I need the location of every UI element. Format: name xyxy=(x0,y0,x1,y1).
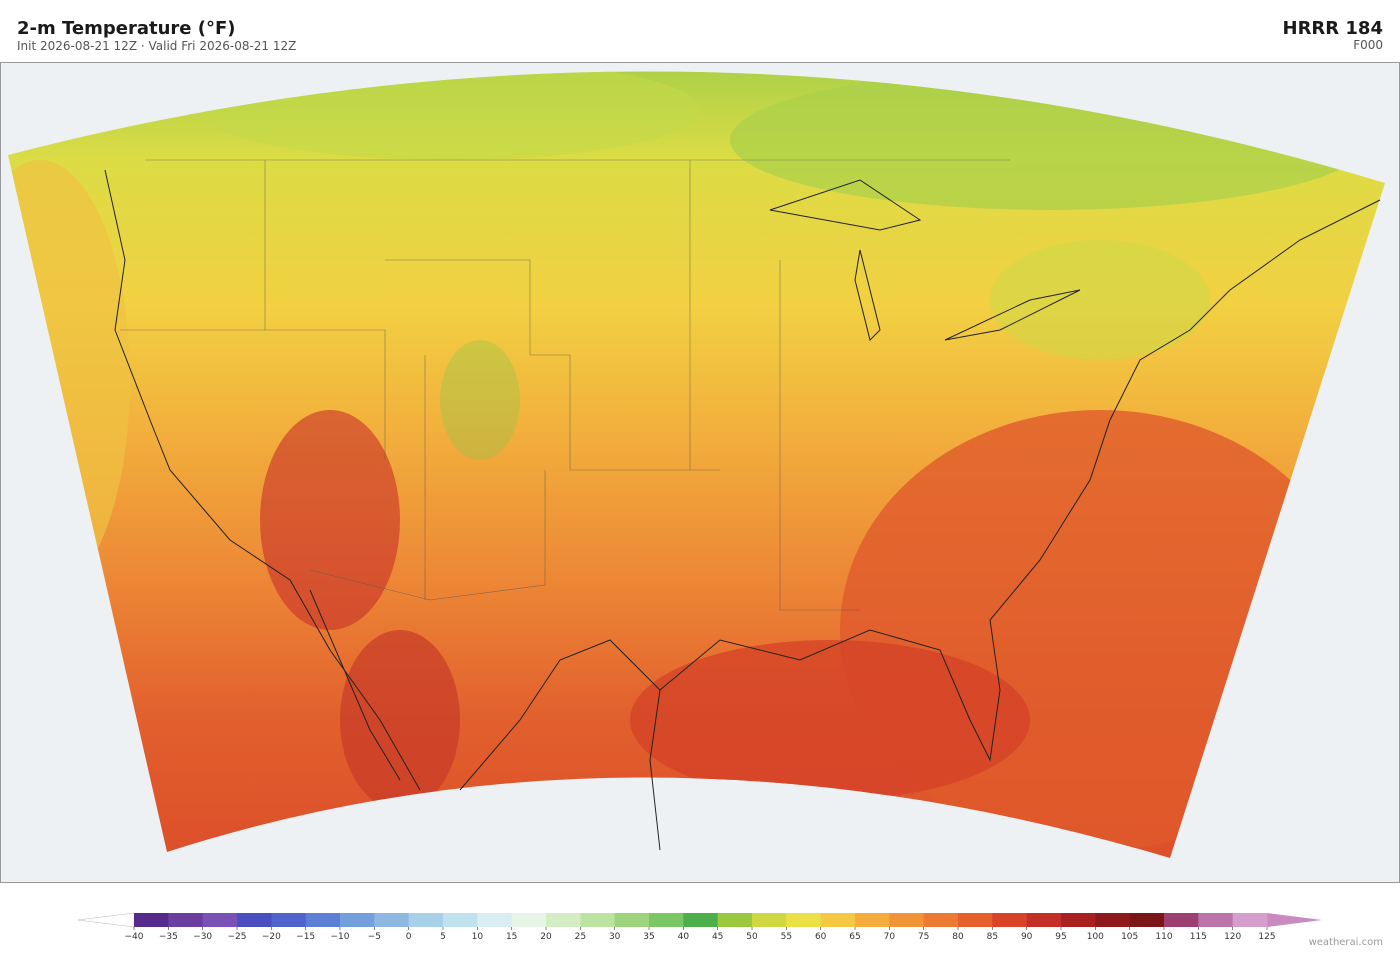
colorbar-bin xyxy=(1129,913,1165,927)
colorbar-tick-label: 125 xyxy=(1258,932,1275,942)
subtitle: Init 2026-08-21 12Z · Valid Fri 2026-08-… xyxy=(17,39,296,53)
colorbar-tick-label: 85 xyxy=(987,932,998,942)
temperature-field xyxy=(8,71,1385,858)
colorbar-bin xyxy=(958,913,993,927)
colorbar-tick-label: 20 xyxy=(540,932,552,942)
colorbar-bin xyxy=(717,913,753,927)
colorbar-tick-label: −5 xyxy=(368,932,381,942)
colorbar-bin xyxy=(786,913,822,927)
colorbar-bin xyxy=(1198,913,1234,927)
colorbar-tick-label: 75 xyxy=(918,932,929,942)
colorbar-tick-label: −20 xyxy=(262,932,281,942)
colorbar-tick-label: 30 xyxy=(609,932,621,942)
colorbar-tick-label: 105 xyxy=(1121,932,1138,942)
colorbar-tick-label: 55 xyxy=(781,932,792,942)
colorbar-bin xyxy=(992,913,1028,927)
colorbar-tick-label: 35 xyxy=(643,932,654,942)
colorbar-tick-label: 80 xyxy=(952,932,964,942)
colorbar-tick-label: −15 xyxy=(296,932,315,942)
colorbar-bin xyxy=(889,913,925,927)
colorbar-bin xyxy=(1026,913,1062,927)
colorbar-tick-label: 25 xyxy=(575,932,586,942)
colorbar-over xyxy=(1267,913,1322,927)
colorbar-bin xyxy=(271,913,307,927)
colorbar-bin xyxy=(614,913,650,927)
colorbar-tick-label: −10 xyxy=(331,932,350,942)
colorbar-bin xyxy=(408,913,444,927)
colorbar-bin xyxy=(340,913,375,927)
colorbar-tick-label: 45 xyxy=(712,932,723,942)
colorbar-bin xyxy=(443,913,478,927)
forecast-hour: F000 xyxy=(1353,38,1383,52)
colorbar-bin xyxy=(855,913,890,927)
colorbar-bin xyxy=(511,913,547,927)
colorbar-bin xyxy=(649,913,684,927)
colorbar-tick-label: 120 xyxy=(1224,932,1241,942)
colorbar-bin xyxy=(1232,913,1268,927)
colorbar-bin xyxy=(546,913,581,927)
colorbar-tick-label: 5 xyxy=(440,932,446,942)
colorbar-tick-label: 60 xyxy=(815,932,827,942)
colorbar-tick-label: 70 xyxy=(884,932,896,942)
colorbar-bin xyxy=(134,913,169,927)
colorbar-tick-label: 40 xyxy=(678,932,690,942)
colorbar-bin xyxy=(305,913,341,927)
colorbar-bin xyxy=(1061,913,1096,927)
colorbar-bin xyxy=(752,913,787,927)
colorbar-tick-label: 0 xyxy=(406,932,412,942)
colorbar-bin xyxy=(923,913,959,927)
colorbar-tick-label: 95 xyxy=(1055,932,1066,942)
colorbar-bin xyxy=(202,913,238,927)
colorbar-bin xyxy=(374,913,410,927)
colorbar-bin xyxy=(168,913,204,927)
colorbar-tick-label: −25 xyxy=(228,932,247,942)
colorbar-tick-label: −35 xyxy=(159,932,178,942)
colorbar-tick-label: 100 xyxy=(1087,932,1104,942)
colorbar-bin xyxy=(580,913,616,927)
colorbar-tick-label: 110 xyxy=(1155,932,1172,942)
colorbar-bin xyxy=(1095,913,1131,927)
colorbar-bin xyxy=(820,913,856,927)
colorbar-tick-label: −30 xyxy=(193,932,212,942)
colorbar-tick-label: 10 xyxy=(472,932,484,942)
colorbar-tick-label: 65 xyxy=(849,932,860,942)
colorbar-tick-label: 50 xyxy=(746,932,758,942)
colorbar-bin xyxy=(477,913,513,927)
colorbar-bin xyxy=(237,913,272,927)
credit: weatherai.com xyxy=(1309,937,1383,948)
borders xyxy=(120,159,1010,611)
colorbar-tick-label: −40 xyxy=(125,932,144,942)
model: HRRR 184 xyxy=(1283,18,1384,39)
colorbar-bin xyxy=(1164,913,1199,927)
colorbar-tick-label: 90 xyxy=(1021,932,1033,942)
title: 2-m Temperature (°F) xyxy=(17,18,236,39)
colorbar-tick-label: 15 xyxy=(506,932,517,942)
colorbar-bin xyxy=(683,913,719,927)
colorbar-tick-label: 115 xyxy=(1190,932,1207,942)
coastlines xyxy=(104,169,1381,851)
colorbar: −40 −35 −30 −25 −20 −15 −10 −5 0 5 10 15 20 25 30 35 40 4… xyxy=(77,912,1322,942)
colorbar-under xyxy=(77,912,135,928)
